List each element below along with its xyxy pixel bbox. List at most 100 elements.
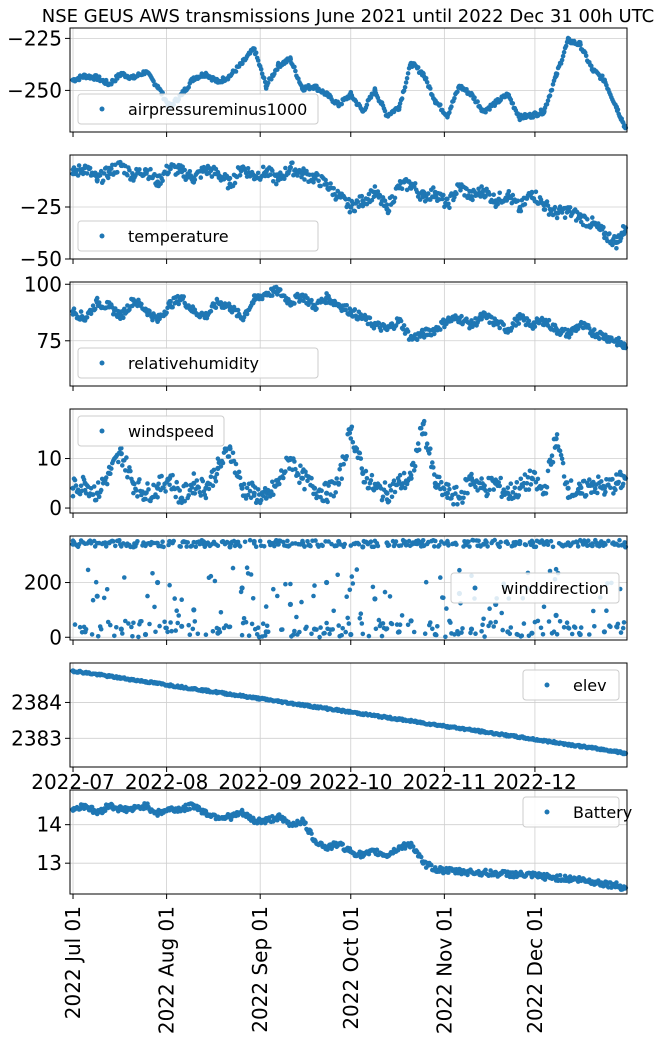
data-point [239,315,245,321]
data-point [319,488,324,494]
data-point [368,95,374,100]
data-point [418,425,424,431]
series-relativehumidity [70,284,629,351]
data-point [129,624,134,630]
legend-box [77,93,319,125]
data-point [118,626,124,632]
data-point [118,806,124,812]
data-point [280,627,285,632]
data-point [236,469,242,475]
data-point [227,624,233,630]
data-point [597,336,602,342]
data-point [517,315,523,321]
panel-winddirection: 200 0 winddirection [24,535,629,649]
data-point [344,594,350,599]
data-point [348,204,354,210]
data-point [408,841,414,847]
data-point [472,95,477,100]
data-point [82,629,88,635]
data-point [245,166,251,171]
data-point [203,167,209,173]
data-point [595,490,600,496]
data-point [213,305,219,311]
data-point [498,539,504,545]
data-point [517,872,523,878]
data-point [109,466,114,471]
data-point [488,620,493,625]
data-point [411,468,417,473]
data-point [587,325,592,331]
data-point [563,43,569,49]
data-point [142,490,149,496]
data-point [468,92,475,98]
data-point [287,455,293,462]
data-point [145,593,150,599]
data-point [287,299,293,305]
data-point [402,85,408,90]
data-point [326,539,331,544]
data-point [456,315,462,321]
data-point [541,202,547,208]
data-point [215,79,221,85]
data-point [420,860,426,866]
data-point [179,684,185,690]
data-point [354,446,360,452]
data-point [545,203,551,208]
data-point [215,689,221,696]
data-point [393,539,399,544]
data-point [486,623,491,629]
data-point [135,539,140,544]
data-point [301,298,306,304]
data-point [552,204,558,210]
data-point [348,631,354,638]
data-point [167,302,173,308]
data-point [517,206,523,212]
data-point [505,732,511,739]
data-point [95,480,101,485]
data-point [396,716,402,722]
data-point [90,492,96,497]
data-point [203,495,209,501]
data-point [326,483,331,488]
data-point [299,540,306,546]
data-point [371,544,377,550]
data-point [70,77,76,83]
data-point [185,540,190,545]
data-point [82,802,88,809]
data-point [215,543,221,548]
data-point [545,98,551,103]
data-point [258,66,264,72]
data-point [152,604,157,610]
data-point [331,608,337,614]
data-point [288,581,293,587]
data-point [187,169,193,174]
data-point [455,89,460,95]
data-point [142,167,149,173]
data-point [567,205,573,210]
data-point [565,37,571,44]
data-point [553,566,559,572]
data-point [292,64,297,70]
data-point [165,629,170,635]
data-point [519,633,525,638]
data-point [408,335,414,342]
data-point [452,194,457,200]
legend-label: elev [573,676,607,695]
data-point [142,306,149,312]
data-point [408,618,414,624]
data-point [155,317,161,323]
data-point [302,177,307,182]
data-point [237,475,243,481]
data-point [403,80,409,85]
data-point [186,84,191,90]
data-point [137,167,142,172]
data-point [179,806,185,812]
data-point [281,475,286,481]
data-point [522,202,528,207]
data-point [533,544,539,550]
data-point [501,322,507,328]
data-point [566,626,572,631]
data-point [401,323,407,328]
data-point [237,544,243,549]
data-point [359,193,365,199]
